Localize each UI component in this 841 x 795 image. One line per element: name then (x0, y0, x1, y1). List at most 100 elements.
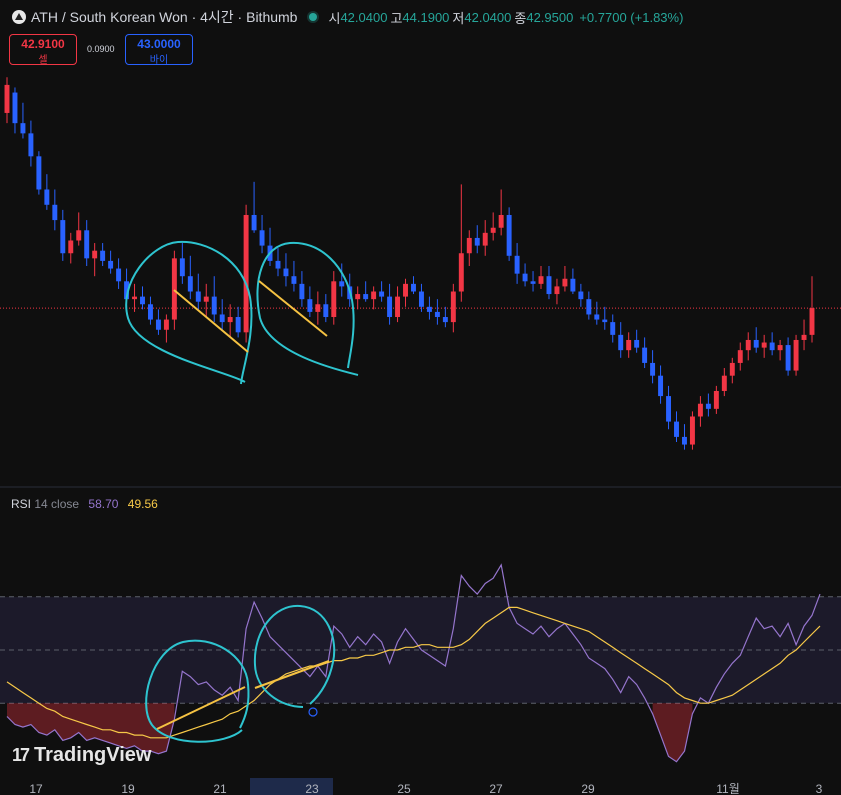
candle-body (244, 215, 249, 332)
candle-body (387, 297, 392, 317)
candle-body (562, 279, 567, 287)
candle-body (570, 279, 575, 292)
candle-body (523, 274, 528, 282)
time-axis-tick: 25 (397, 782, 411, 795)
candle-body (236, 317, 241, 332)
candle-body (20, 123, 25, 133)
candle-body (395, 297, 400, 317)
high-label: 고 (390, 8, 402, 27)
candle-body (610, 322, 615, 335)
spread-value: 0.0900 (87, 44, 115, 54)
candle-body (371, 292, 376, 300)
candle[interactable] (244, 205, 249, 343)
candle-body (738, 350, 743, 363)
candle-body (419, 292, 424, 307)
candle-body (68, 240, 73, 253)
candle-body (578, 292, 583, 300)
high-value: 44.1900 (402, 10, 449, 25)
candle-body (355, 294, 360, 299)
open-value: 42.0400 (340, 10, 387, 25)
candle-body (228, 317, 233, 322)
candle-body (291, 276, 296, 284)
symbol-title[interactable]: ATH / South Korean Won · 4시간 · Bithumb (31, 7, 297, 27)
sell-button[interactable]: 42.9100 셀 (9, 34, 77, 65)
rsi-params: 14 close (34, 497, 79, 511)
candle-body (491, 228, 496, 233)
candle-body (307, 299, 312, 312)
candle[interactable] (690, 411, 695, 449)
candle-body (188, 276, 193, 291)
candle-body (554, 286, 559, 294)
candle-body (148, 304, 153, 319)
buy-price: 43.0000 (126, 37, 192, 51)
change-value: +0.7700 (+1.83%) (579, 10, 683, 25)
candle-body (682, 437, 687, 445)
candle[interactable] (794, 335, 799, 376)
candle-body (507, 215, 512, 256)
candle-body (770, 343, 775, 351)
candle-body (794, 340, 799, 371)
candle-body (100, 251, 105, 261)
candle-body (690, 416, 695, 444)
candle-body (786, 345, 791, 371)
low-label: 저 (452, 8, 464, 27)
close-value: 42.9500 (526, 10, 573, 25)
candle-body (299, 284, 304, 299)
candle-body (443, 317, 448, 322)
candle-body (435, 312, 440, 317)
candle-body (642, 348, 647, 363)
candle-body (602, 320, 607, 323)
candle-body (156, 320, 161, 330)
candle-body (411, 284, 416, 292)
candle-body (283, 269, 288, 277)
candle-body (220, 314, 225, 322)
sell-label: 셀 (10, 51, 76, 66)
time-axis-tick: 27 (489, 782, 503, 795)
candle-body (634, 340, 639, 348)
candle-body (594, 314, 599, 319)
candle-body (44, 189, 49, 204)
candle-body (363, 294, 368, 299)
candle-body (108, 261, 113, 269)
candle-body (180, 258, 185, 276)
candle-body (276, 261, 281, 269)
candle[interactable] (507, 207, 512, 261)
candle-body (196, 292, 201, 302)
candle-body (260, 230, 265, 245)
chart-header: ATH / South Korean Won · 4시간 · Bithumb 시… (12, 7, 683, 27)
rsi-legend[interactable]: RSI 14 close 58.70 49.56 (11, 497, 158, 511)
candle-body (76, 230, 81, 240)
candle-body (730, 363, 735, 376)
open-label: 시 (328, 8, 340, 27)
candle-body (467, 238, 472, 253)
candle-body (706, 404, 711, 409)
rsi-name: RSI (11, 497, 31, 511)
time-axis-highlight (250, 778, 333, 795)
candle-body (674, 422, 679, 437)
buy-button[interactable]: 43.0000 바이 (125, 34, 193, 65)
tradingview-text: TradingView (34, 744, 151, 767)
candle-body (666, 396, 671, 422)
time-axis-tick: 23 (305, 782, 319, 795)
candle-body (379, 292, 384, 297)
candle[interactable] (36, 151, 41, 194)
ath-coin-icon (12, 10, 26, 24)
close-label: 종 (514, 8, 526, 27)
candle-body (331, 281, 336, 317)
candle-body (172, 258, 177, 319)
candle-body (323, 304, 328, 317)
time-axis-tick: 19 (121, 782, 135, 795)
candle-body (451, 292, 456, 323)
candle-body (515, 256, 520, 274)
tradingview-logo[interactable]: 17 TradingView (12, 744, 151, 767)
low-value: 42.0400 (464, 10, 511, 25)
candle-body (52, 205, 57, 220)
candle-body (475, 238, 480, 246)
candle-body (212, 297, 217, 315)
candle-body (116, 269, 121, 282)
candle-body (36, 156, 41, 189)
tradingview-icon: 17 (12, 745, 28, 766)
candle-body (339, 281, 344, 286)
candle-body (802, 335, 807, 340)
